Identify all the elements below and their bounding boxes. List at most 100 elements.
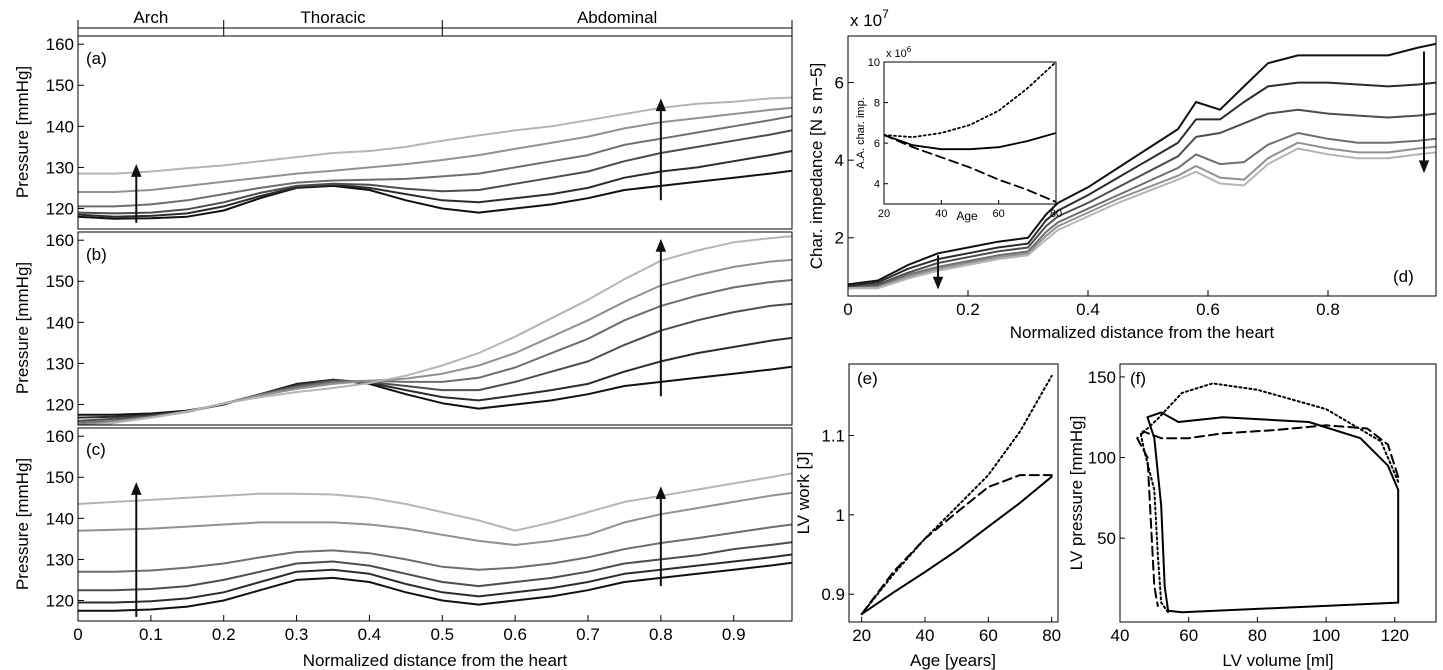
panel-e-series-2 [860, 374, 1053, 616]
panel-c-ytick-label: 130 [46, 550, 74, 569]
panel-c-xtick-label: 0.8 [649, 625, 673, 644]
panel-a-arrow-2 [655, 98, 667, 201]
panel-d-inset-xtick-label: 40 [935, 208, 947, 220]
panel-f-label: (f) [1130, 369, 1146, 388]
inset-bg [884, 62, 1056, 204]
inset-scale-exp: 6 [907, 45, 912, 54]
panel-e-ytick-label: 1 [836, 506, 845, 525]
panel-d-series-6 [848, 147, 1436, 290]
panel-a-frame [77, 35, 793, 230]
inset-scale: x 106 [886, 45, 912, 60]
panel-d: (d) x 107 Char. impedance [N s m−5] Norm… [807, 7, 1437, 342]
panel-e-frame [848, 363, 1059, 623]
panel-b-series-3 [78, 302, 792, 422]
panel-d-xtick-label: 0 [843, 300, 852, 319]
panel-a-series-6 [78, 96, 792, 175]
panel-a-ytick-label: 140 [46, 117, 74, 136]
region-bar: Arch Thoracic Abdominal [77, 8, 793, 36]
panel-b-series-5 [78, 258, 792, 425]
panel-b-ytick-label: 150 [46, 272, 74, 291]
arrow-head [1418, 160, 1430, 174]
panel-d-xlabel: Normalized distance from the heart [1010, 323, 1275, 342]
panel-f-ylabel: LV pressure [mmHg] [1067, 416, 1086, 571]
panel-e-series-1 [860, 475, 1053, 616]
panel-e-xtick-label: 80 [1042, 626, 1061, 645]
panel-c-series-3 [78, 541, 792, 592]
panel-d-inset-xtick-label: 60 [993, 208, 1005, 220]
panel-d-series-3 [848, 108, 1436, 290]
panel-a-series-3 [78, 129, 792, 215]
region-label-abdominal: Abdominal [577, 8, 657, 27]
region-label-thoracic: Thoracic [300, 8, 366, 27]
panel-f: (f) LV pressure [mmHg] LV volume [ml] 50… [1067, 363, 1437, 670]
panel-f-ytick-label: 150 [1088, 368, 1116, 387]
panel-a-label: (a) [86, 49, 107, 68]
panel-e-xtick-label: 40 [916, 626, 935, 645]
panel-a-arrow-1 [131, 164, 142, 223]
panel-d-frame [847, 35, 1437, 297]
panel-f-series-1 [1146, 411, 1400, 614]
panel-f-series-2 [1139, 382, 1400, 614]
panel-d-xtick-label: 0.2 [956, 300, 980, 319]
inset-ylabel: A.A. char. imp. [855, 97, 867, 169]
panel-d-series-5 [848, 141, 1436, 290]
panel-d-xtick-label: 0.4 [1076, 300, 1100, 319]
panel-d-xtick-label: 0.8 [1316, 300, 1340, 319]
panel-c-ytick-label: 140 [46, 509, 74, 528]
arrow-head [131, 482, 142, 495]
panel-d-xtick-label: 0.6 [1196, 300, 1220, 319]
panel-b-series-2 [78, 336, 792, 419]
panel-f-xtick-label: 120 [1381, 626, 1409, 645]
panel-b-ytick-label: 120 [46, 395, 74, 414]
inset-frame [883, 61, 1057, 205]
panel-d-inset-series-3 [884, 134, 1056, 203]
panel-d-series-2 [848, 81, 1436, 288]
panel-c-ylabel: Pressure [mmHg] [13, 458, 32, 590]
panel-d-series-4 [848, 132, 1436, 290]
panel-d-inset-ytick-label: 10 [868, 57, 880, 69]
panel-f-series-3 [1136, 424, 1400, 607]
panel-d-inset-xtick-label: 80 [1050, 208, 1062, 220]
panel-e-xtick-label: 60 [979, 626, 998, 645]
inset-scale-base: x 10 [886, 48, 907, 60]
panel-c-series-4 [78, 523, 792, 573]
panel-c-label: (c) [86, 440, 106, 459]
panel-f-ytick-label: 50 [1097, 529, 1116, 548]
panel-d-scale-exp: 7 [882, 7, 889, 21]
panel-d-ytick-label: 6 [835, 74, 844, 93]
panel-f-frame [1119, 363, 1437, 623]
panel-f-xlabel: LV volume [ml] [1222, 651, 1333, 670]
panel-d-arrow-1 [932, 255, 944, 290]
panel-a-ytick-label: 160 [46, 35, 74, 54]
panel-d-scale-base: x 10 [850, 11, 882, 30]
panel-a-ytick-label: 150 [46, 76, 74, 95]
panel-c-series-6 [78, 472, 792, 532]
panel-a: (a) Pressure [mmHg] 120 130 140 150 160 [13, 35, 793, 230]
panel-b-label: (b) [86, 245, 107, 264]
arrow-head [655, 486, 667, 500]
panel-e-xlabel: Age [years] [910, 651, 996, 670]
panel-a-series-2 [78, 150, 792, 218]
inset-xlabel: Age [956, 209, 978, 223]
panel-c-xtick-label: 0 [73, 625, 82, 644]
panel-b-ytick-label: 140 [46, 313, 74, 332]
arrow-head [932, 276, 944, 290]
panel-b-frame [77, 231, 793, 426]
panel-d-label: (d) [1393, 267, 1414, 286]
panel-f-ytick-label: 100 [1088, 448, 1116, 467]
panel-c-ytick-label: 150 [46, 468, 74, 487]
panel-c-series-2 [78, 553, 792, 604]
panel-c-xtick-label: 0.2 [212, 625, 236, 644]
panel-d-inset-ytick-label: 8 [874, 97, 880, 109]
panel-d-series-1 [848, 42, 1436, 286]
arrow-head [131, 164, 142, 177]
panel-f-xtick-label: 40 [1111, 626, 1130, 645]
panel-c-ytick-label: 120 [46, 591, 74, 610]
panel-c-arrow-1 [131, 482, 142, 617]
panel-e-xtick-label: 20 [852, 626, 871, 645]
panel-c-xlabel: Normalized distance from the heart [303, 651, 568, 670]
panel-a-ytick-label: 130 [46, 158, 74, 177]
panel-c-xtick-label: 0.1 [139, 625, 163, 644]
panel-b-ytick-label: 160 [46, 231, 74, 250]
